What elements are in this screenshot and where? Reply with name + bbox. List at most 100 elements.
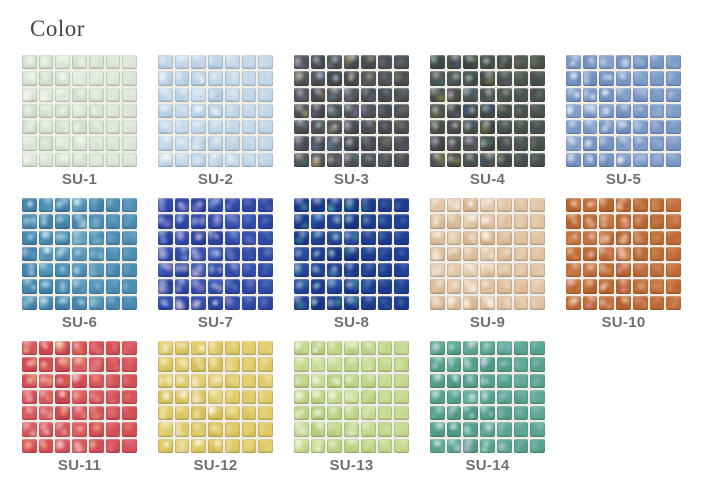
swatch-image-su-9[interactable] bbox=[430, 198, 545, 310]
mosaic-tile bbox=[599, 246, 615, 262]
mosaic-tile bbox=[616, 246, 631, 262]
mosaic-tile bbox=[344, 198, 359, 213]
mosaic-tile bbox=[294, 406, 309, 421]
swatch-image-su-12[interactable] bbox=[158, 341, 273, 453]
mosaic-tile bbox=[122, 263, 137, 278]
mosaic-tile bbox=[327, 120, 343, 135]
mosaic-tile bbox=[599, 230, 615, 245]
mosaic-tile bbox=[513, 438, 529, 453]
mosaic-tile bbox=[632, 263, 648, 278]
mosaic-tile bbox=[360, 214, 376, 229]
swatch-image-su-1[interactable] bbox=[22, 55, 137, 167]
mosaic-tile bbox=[566, 103, 581, 119]
mosaic-tile bbox=[377, 198, 393, 213]
mosaic-tile bbox=[599, 263, 615, 278]
mosaic-tile bbox=[616, 263, 631, 278]
mosaic-tile bbox=[616, 87, 631, 102]
mosaic-tile bbox=[599, 103, 615, 119]
mosaic-tile bbox=[344, 389, 359, 405]
mosaic-tile bbox=[446, 438, 462, 453]
mosaic-tile bbox=[294, 357, 309, 372]
mosaic-tile bbox=[430, 373, 445, 388]
mosaic-tile bbox=[530, 246, 545, 262]
mosaic-tile bbox=[463, 389, 479, 405]
mosaic-tile bbox=[72, 341, 87, 356]
swatch-image-su-7[interactable] bbox=[158, 198, 273, 310]
mosaic-tile bbox=[191, 198, 207, 213]
mosaic-tile bbox=[616, 230, 631, 245]
mosaic-tile bbox=[174, 373, 190, 388]
mosaic-tile bbox=[327, 214, 343, 229]
swatch-image-su-10[interactable] bbox=[566, 198, 681, 310]
swatch-su-2: SU-2 bbox=[158, 55, 273, 189]
mosaic-tile bbox=[208, 120, 223, 135]
mosaic-tile bbox=[360, 55, 376, 70]
mosaic-tile bbox=[22, 279, 37, 294]
swatch-image-su-6[interactable] bbox=[22, 198, 137, 310]
mosaic-tile bbox=[360, 87, 376, 102]
mosaic-tile bbox=[430, 136, 445, 151]
mosaic-tile bbox=[446, 295, 462, 310]
mosaic-tile bbox=[294, 341, 309, 356]
mosaic-tile bbox=[191, 103, 207, 119]
mosaic-tile bbox=[480, 71, 495, 86]
mosaic-tile bbox=[649, 263, 665, 278]
mosaic-tile bbox=[430, 55, 445, 70]
mosaic-tile bbox=[513, 55, 529, 70]
mosaic-tile bbox=[344, 246, 359, 262]
mosaic-tile bbox=[496, 263, 512, 278]
mosaic-tile bbox=[158, 87, 173, 102]
mosaic-tile bbox=[158, 438, 173, 453]
swatch-image-su-3[interactable] bbox=[294, 55, 409, 167]
mosaic-tile bbox=[377, 263, 393, 278]
swatch-image-su-2[interactable] bbox=[158, 55, 273, 167]
mosaic-tile bbox=[566, 198, 581, 213]
swatch-image-su-11[interactable] bbox=[22, 341, 137, 453]
mosaic-tile bbox=[294, 136, 309, 151]
mosaic-tile bbox=[122, 136, 137, 151]
mosaic-tile bbox=[38, 406, 54, 421]
mosaic-tile bbox=[72, 438, 87, 453]
mosaic-tile bbox=[377, 55, 393, 70]
mosaic-tile bbox=[530, 422, 545, 437]
swatch-su-4: SU-4 bbox=[430, 55, 545, 189]
mosaic-tile bbox=[22, 152, 37, 167]
mosaic-tile bbox=[208, 389, 223, 405]
mosaic-tile bbox=[377, 341, 393, 356]
mosaic-tile bbox=[496, 422, 512, 437]
mosaic-tile bbox=[430, 341, 445, 356]
mosaic-tile bbox=[22, 120, 37, 135]
mosaic-tile bbox=[22, 246, 37, 262]
mosaic-tile bbox=[208, 357, 223, 372]
mosaic-tile bbox=[360, 357, 376, 372]
mosaic-tile bbox=[88, 341, 104, 356]
mosaic-tile bbox=[38, 230, 54, 245]
mosaic-tile bbox=[530, 230, 545, 245]
mosaic-tile bbox=[174, 263, 190, 278]
mosaic-tile bbox=[38, 422, 54, 437]
mosaic-tile bbox=[666, 55, 681, 70]
mosaic-tile bbox=[599, 214, 615, 229]
mosaic-tile bbox=[191, 136, 207, 151]
mosaic-tile bbox=[582, 55, 598, 70]
mosaic-tile bbox=[22, 103, 37, 119]
mosaic-tile bbox=[394, 422, 409, 437]
swatch-image-su-14[interactable] bbox=[430, 341, 545, 453]
mosaic-tile bbox=[310, 341, 326, 356]
mosaic-tile bbox=[258, 422, 273, 437]
swatch-image-su-13[interactable] bbox=[294, 341, 409, 453]
mosaic-tile bbox=[513, 103, 529, 119]
mosaic-tile bbox=[174, 341, 190, 356]
mosaic-tile bbox=[496, 198, 512, 213]
mosaic-tile bbox=[158, 198, 173, 213]
mosaic-tile bbox=[224, 406, 240, 421]
swatch-image-su-5[interactable] bbox=[566, 55, 681, 167]
mosaic-tile bbox=[294, 230, 309, 245]
swatch-image-su-8[interactable] bbox=[294, 198, 409, 310]
mosaic-tile bbox=[208, 422, 223, 437]
swatch-image-su-4[interactable] bbox=[430, 55, 545, 167]
mosaic-tile bbox=[208, 152, 223, 167]
mosaic-tile bbox=[224, 279, 240, 294]
mosaic-tile bbox=[105, 120, 121, 135]
mosaic-tile bbox=[430, 246, 445, 262]
